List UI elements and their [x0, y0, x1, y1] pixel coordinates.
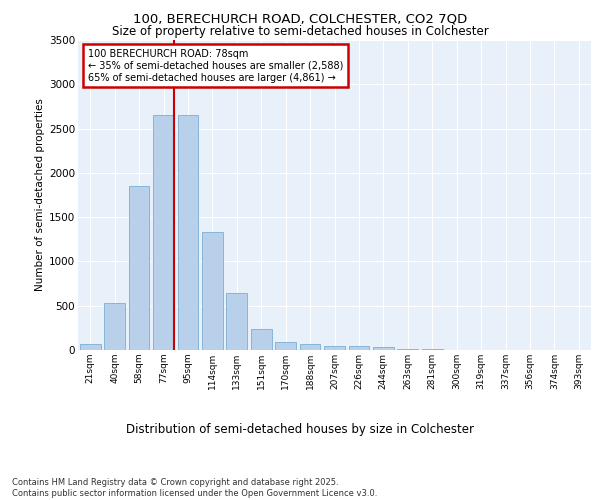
- Text: Size of property relative to semi-detached houses in Colchester: Size of property relative to semi-detach…: [112, 25, 488, 38]
- Bar: [104, 303, 125, 350]
- Bar: [80, 344, 101, 350]
- Bar: [202, 232, 223, 350]
- Text: Contains HM Land Registry data © Crown copyright and database right 2025.
Contai: Contains HM Land Registry data © Crown c…: [12, 478, 377, 498]
- Bar: [153, 116, 174, 350]
- Y-axis label: Number of semi-detached properties: Number of semi-detached properties: [35, 98, 45, 292]
- Bar: [324, 346, 345, 350]
- Bar: [349, 346, 370, 350]
- Bar: [299, 344, 320, 350]
- Bar: [251, 328, 272, 350]
- Bar: [422, 349, 443, 350]
- Bar: [226, 294, 247, 350]
- Bar: [397, 348, 418, 350]
- Bar: [128, 186, 149, 350]
- Bar: [373, 348, 394, 350]
- Text: 100, BERECHURCH ROAD, COLCHESTER, CO2 7QD: 100, BERECHURCH ROAD, COLCHESTER, CO2 7Q…: [133, 12, 467, 26]
- Text: Distribution of semi-detached houses by size in Colchester: Distribution of semi-detached houses by …: [126, 422, 474, 436]
- Text: 100 BERECHURCH ROAD: 78sqm
← 35% of semi-detached houses are smaller (2,588)
65%: 100 BERECHURCH ROAD: 78sqm ← 35% of semi…: [88, 50, 344, 82]
- Bar: [275, 342, 296, 350]
- Bar: [178, 116, 199, 350]
